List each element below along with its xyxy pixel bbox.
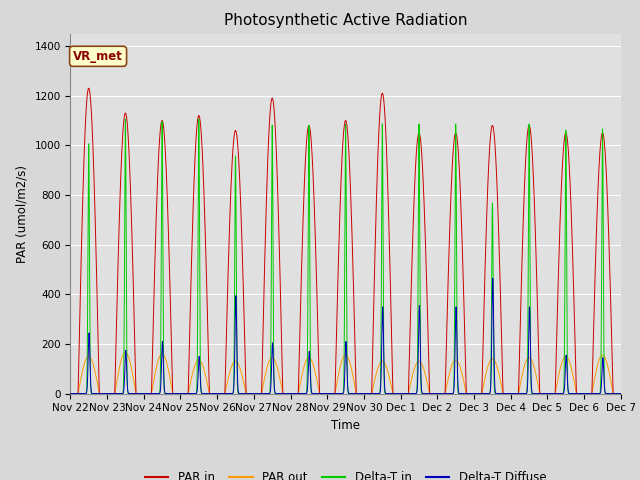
X-axis label: Time: Time (331, 419, 360, 432)
Title: Photosynthetic Active Radiation: Photosynthetic Active Radiation (224, 13, 467, 28)
Legend: PAR in, PAR out, Delta-T in, Delta-T Diffuse: PAR in, PAR out, Delta-T in, Delta-T Dif… (140, 466, 551, 480)
Text: VR_met: VR_met (73, 50, 123, 63)
Y-axis label: PAR (umol/m2/s): PAR (umol/m2/s) (16, 165, 29, 263)
